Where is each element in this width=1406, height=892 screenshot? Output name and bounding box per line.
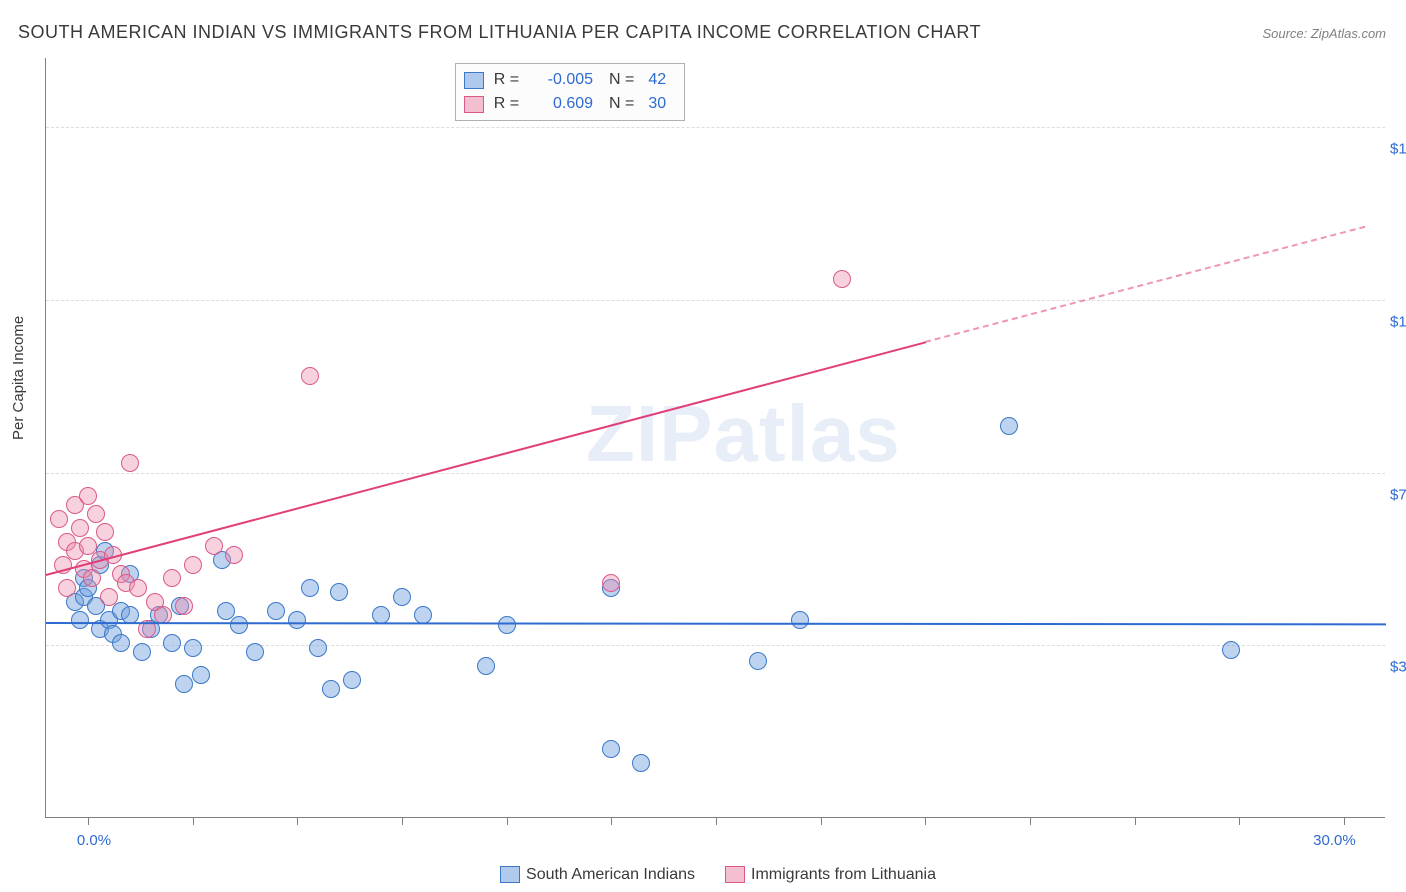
data-point: [301, 367, 319, 385]
data-point: [225, 546, 243, 564]
data-point: [205, 537, 223, 555]
x-axis-tick: [1030, 817, 1031, 825]
data-point: [79, 487, 97, 505]
source-label: Source: ZipAtlas.com: [1262, 26, 1386, 41]
data-point: [121, 454, 139, 472]
plot-area: ZIPatlas R =-0.005N =42R =0.609N =30 $37…: [45, 58, 1385, 818]
gridline: [46, 127, 1385, 128]
stat-r-label: R =: [494, 68, 519, 92]
watermark: ZIPatlas: [586, 388, 901, 480]
x-axis-tick: [88, 817, 89, 825]
x-axis-tick: [1239, 817, 1240, 825]
data-point: [602, 574, 620, 592]
gridline: [46, 645, 1385, 646]
data-point: [192, 666, 210, 684]
data-point: [602, 740, 620, 758]
data-point: [184, 639, 202, 657]
data-point: [267, 602, 285, 620]
data-point: [112, 634, 130, 652]
y-axis-label: Per Capita Income: [10, 316, 27, 440]
gridline: [46, 473, 1385, 474]
legend-swatch-icon: [464, 96, 484, 113]
data-point: [133, 643, 151, 661]
data-point: [1000, 417, 1018, 435]
x-axis-tick: [297, 817, 298, 825]
legend-swatch-icon: [725, 866, 745, 883]
gridline: [46, 300, 1385, 301]
stat-r-value: -0.005: [533, 68, 593, 92]
data-point: [71, 519, 89, 537]
data-point: [175, 597, 193, 615]
x-axis-tick: [821, 817, 822, 825]
data-point: [129, 579, 147, 597]
y-axis-tick-label: $37,500: [1390, 659, 1406, 676]
data-point: [246, 643, 264, 661]
y-axis-tick-label: $150,000: [1390, 141, 1406, 158]
data-point: [288, 611, 306, 629]
stat-r-value: 0.609: [533, 92, 593, 116]
x-axis-tick: [402, 817, 403, 825]
data-point: [87, 505, 105, 523]
data-point: [393, 588, 411, 606]
stat-n-label: N =: [609, 92, 634, 116]
data-point: [100, 588, 118, 606]
trend-line: [925, 226, 1365, 343]
data-point: [50, 510, 68, 528]
data-point: [1222, 641, 1240, 659]
data-point: [632, 754, 650, 772]
data-point: [343, 671, 361, 689]
x-axis-tick: [716, 817, 717, 825]
data-point: [71, 611, 89, 629]
stat-n-value: 30: [648, 92, 666, 116]
data-point: [477, 657, 495, 675]
data-point: [322, 680, 340, 698]
x-axis-tick: [507, 817, 508, 825]
data-point: [83, 569, 101, 587]
x-axis-tick-label-min: 0.0%: [77, 832, 111, 849]
watermark-atlas: atlas: [713, 389, 900, 478]
data-point: [163, 569, 181, 587]
legend-label: Immigrants from Lithuania: [751, 866, 936, 883]
legend-label: South American Indians: [526, 866, 695, 883]
data-point: [498, 616, 516, 634]
stats-row: R = 0.609 N = 30: [464, 92, 672, 116]
y-axis-tick-label: $112,500: [1390, 313, 1406, 330]
x-axis-tick: [611, 817, 612, 825]
legend-swatch-icon: [464, 72, 484, 89]
data-point: [230, 616, 248, 634]
stat-n-value: 42: [648, 68, 666, 92]
stats-row: R = -0.005 N = 42: [464, 68, 672, 92]
x-axis-tick: [1135, 817, 1136, 825]
data-point: [309, 639, 327, 657]
stat-n-label: N =: [609, 68, 634, 92]
bottom-legend: South American Indians Immigrants from Li…: [0, 866, 1406, 884]
x-axis-tick-label-max: 30.0%: [1313, 832, 1356, 849]
x-axis-tick: [193, 817, 194, 825]
data-point: [96, 523, 114, 541]
trend-line: [46, 341, 926, 576]
data-point: [163, 634, 181, 652]
chart-title: SOUTH AMERICAN INDIAN VS IMMIGRANTS FROM…: [18, 22, 981, 43]
y-axis-tick-label: $75,000: [1390, 486, 1406, 503]
chart-container: SOUTH AMERICAN INDIAN VS IMMIGRANTS FROM…: [0, 0, 1406, 892]
x-axis-tick: [925, 817, 926, 825]
data-point: [58, 579, 76, 597]
data-point: [791, 611, 809, 629]
x-axis-tick: [1344, 817, 1345, 825]
data-point: [301, 579, 319, 597]
stats-box: R = -0.005 N = 42 R = 0.609 N = 30: [455, 63, 685, 121]
data-point: [184, 556, 202, 574]
stat-r-label: R =: [494, 92, 519, 116]
data-point: [330, 583, 348, 601]
data-point: [175, 675, 193, 693]
data-point: [749, 652, 767, 670]
legend-swatch-icon: [500, 866, 520, 883]
data-point: [833, 270, 851, 288]
